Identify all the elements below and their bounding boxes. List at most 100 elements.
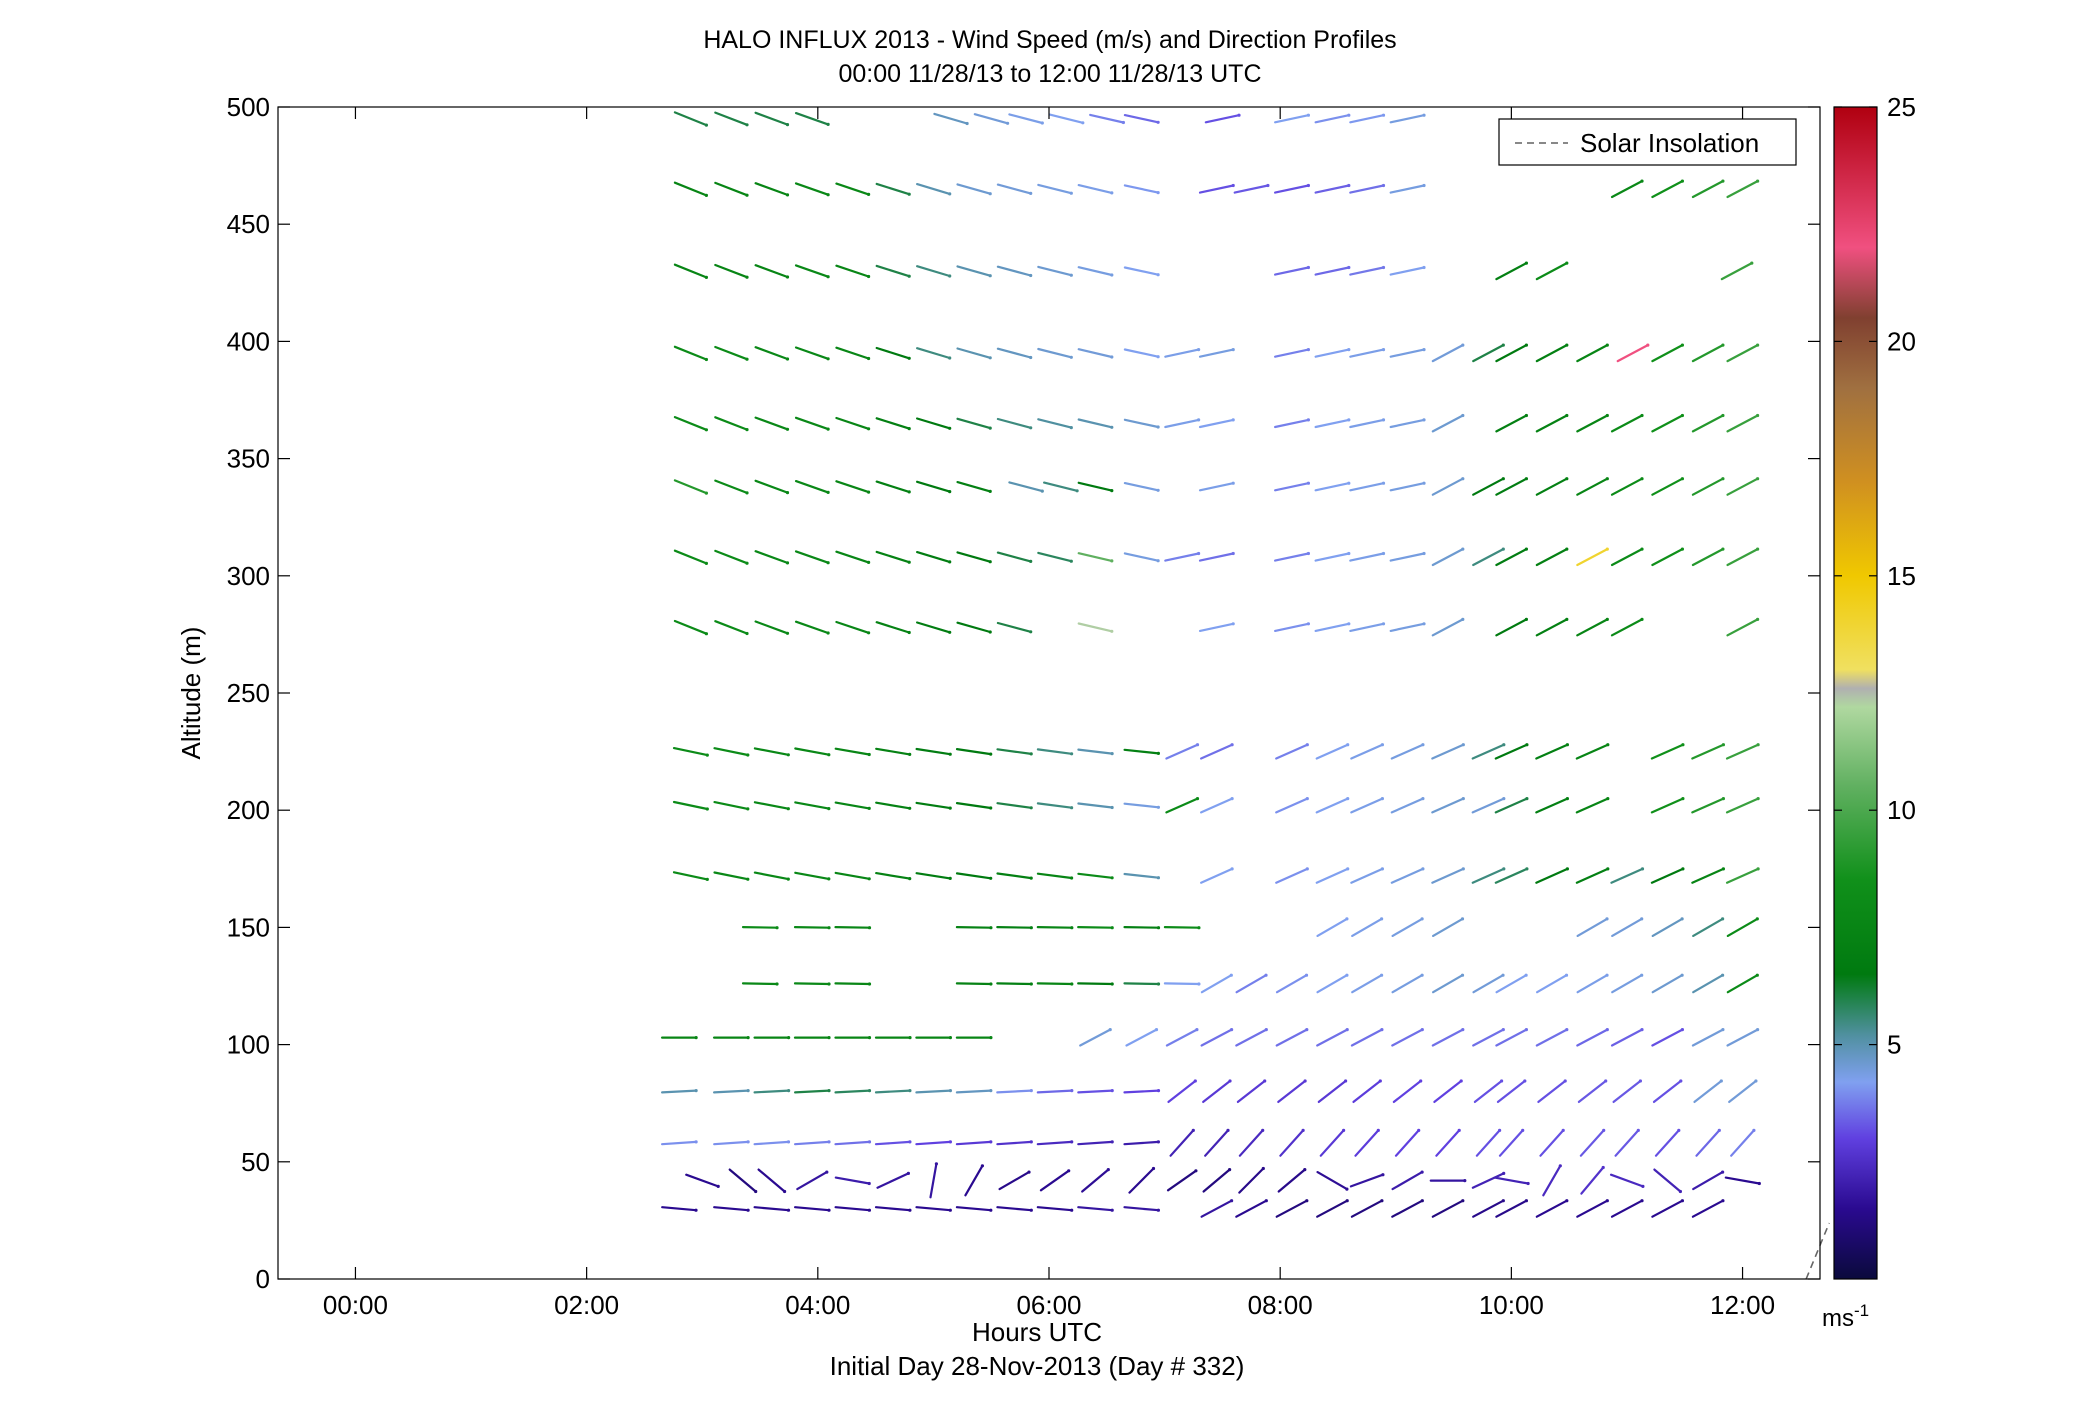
wind-barb-tip: [1420, 1170, 1424, 1174]
wind-barb-tip: [907, 356, 911, 360]
wind-barb-tip: [1380, 1199, 1384, 1203]
wind-barb-tip: [1601, 1165, 1605, 1170]
wind-barb-tip: [989, 926, 993, 930]
wind-barb-tip: [1305, 797, 1309, 801]
wind-barb: [1609, 1173, 1645, 1188]
wind-barb: [955, 1089, 992, 1094]
wind-barb: [1277, 1079, 1307, 1104]
wind-barb: [794, 620, 830, 635]
x-tick-label: 12:00: [1710, 1290, 1775, 1320]
wind-barb-tip: [1602, 1128, 1606, 1132]
y-tick-label: 300: [227, 561, 270, 591]
wind-barb-tip: [1752, 1128, 1756, 1132]
wind-barb-tip: [1605, 1028, 1609, 1032]
wind-barb: [1350, 797, 1384, 814]
wind-barb-tip: [1605, 917, 1609, 921]
wind-barb-tip: [1457, 1128, 1461, 1132]
wind-barb-tip: [988, 192, 992, 196]
wind-barb: [875, 747, 911, 756]
wind-barb: [1350, 867, 1384, 884]
wind-barb-tip: [1156, 876, 1160, 880]
y-tick-label: 450: [227, 209, 270, 239]
wind-barb: [1651, 414, 1684, 433]
wind-barb-tip: [1461, 1199, 1465, 1203]
wind-barb: [915, 550, 951, 564]
wind-barb-tip: [1345, 973, 1349, 977]
wind-barb-tip: [1301, 1128, 1305, 1132]
wind-barb: [1123, 552, 1160, 562]
wind-barb: [1200, 1028, 1233, 1047]
wind-barb: [754, 264, 789, 279]
wind-barb-tip: [827, 926, 831, 930]
wind-barb-tip: [1521, 1128, 1525, 1132]
wind-barb-tip: [825, 1170, 829, 1174]
wind-barb-tip: [745, 561, 749, 565]
x-tick-label: 08:00: [1248, 1290, 1313, 1320]
wind-barb-tip: [1681, 743, 1685, 747]
wind-barb-tip: [1565, 797, 1569, 801]
wind-barb-tip: [1029, 806, 1033, 810]
wind-barb-tip: [1195, 1028, 1199, 1032]
x-tick-label: 02:00: [554, 1290, 619, 1320]
wind-barb-tip: [827, 1089, 831, 1093]
wind-barb: [1725, 797, 1760, 814]
wind-barb-tip: [827, 1140, 831, 1144]
wind-barb-tip: [1345, 1199, 1349, 1203]
wind-barb-tip: [704, 123, 709, 127]
wind-barb-tip: [1502, 867, 1506, 871]
wind-barb: [1349, 114, 1385, 124]
wind-barb-tip: [1231, 622, 1235, 626]
wind-barb-tip: [785, 275, 790, 279]
wind-barb-tip: [1029, 1140, 1033, 1144]
wind-barb: [1539, 1129, 1565, 1157]
wind-barb-tip: [1565, 547, 1569, 551]
wind-barb: [1691, 867, 1725, 884]
wind-barb-tip: [867, 356, 871, 361]
wind-barb-tip: [1263, 1079, 1267, 1083]
colorbar-ticks: 5 10 15 20 25: [1834, 92, 1916, 1060]
wind-barb-tip: [1195, 797, 1200, 801]
wind-barb-tip: [1069, 559, 1073, 563]
wind-barb: [1315, 797, 1349, 814]
wind-barb-tip: [1029, 876, 1033, 880]
wind-barb: [1316, 1170, 1349, 1191]
wind-barb-tip: [1525, 797, 1529, 801]
wind-barb: [1204, 1129, 1230, 1157]
wind-barb: [753, 871, 790, 881]
wind-barb-tip: [826, 357, 830, 361]
wind-barb: [754, 182, 789, 196]
wind-barb-tip: [867, 192, 871, 196]
wind-barb: [1494, 867, 1529, 884]
wind-barb: [1691, 414, 1725, 433]
wind-barb-tip: [988, 489, 992, 493]
wind-barb: [1431, 414, 1464, 433]
wind-barb-tip: [1070, 806, 1074, 810]
wind-barb-tip: [1422, 418, 1426, 422]
wind-barb: [875, 264, 911, 278]
wind-barb: [1077, 748, 1114, 755]
wind-barb: [1198, 348, 1235, 358]
solar-insolation-segment: [1805, 1222, 1830, 1280]
wind-barb-tip: [1156, 425, 1160, 429]
wind-barb-tip: [1121, 120, 1125, 125]
wind-barb: [1277, 1168, 1306, 1193]
wind-barb-tip: [704, 632, 709, 636]
wind-barb-tip: [1606, 797, 1610, 801]
wind-barb: [1535, 547, 1568, 567]
wind-barb: [1495, 1199, 1528, 1218]
y-tick-label: 350: [227, 444, 270, 474]
wind-barb: [1077, 418, 1113, 429]
wind-barb-tip: [1417, 1128, 1421, 1132]
wind-barb-tip: [1755, 917, 1759, 921]
wind-barb: [996, 802, 1033, 809]
wind-barb-tip: [1029, 630, 1033, 634]
wind-barb: [714, 263, 749, 279]
wind-barb: [672, 746, 709, 757]
colorbar-gradient: [1833, 106, 1878, 1280]
wind-barb-tip: [1110, 273, 1114, 277]
wind-barb-tip: [1422, 265, 1426, 270]
wind-barb-tip: [694, 1140, 698, 1144]
wind-barb: [1123, 925, 1160, 929]
wind-barb-tip: [1108, 1028, 1112, 1032]
wind-barb-tip: [1029, 273, 1033, 278]
